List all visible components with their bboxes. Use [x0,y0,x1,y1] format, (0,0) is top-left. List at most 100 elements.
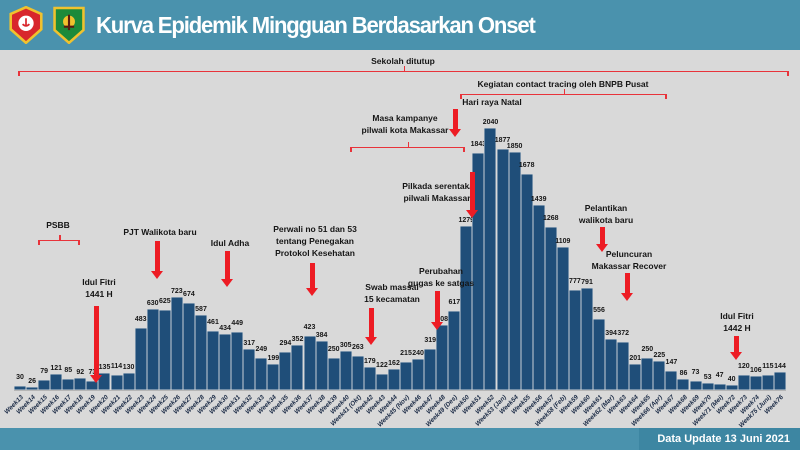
brace-contact-tracing [460,89,667,101]
bar-week16 [50,374,63,390]
annotation-pjt-walikota: PJT Walikota baru [123,226,196,238]
annotation-text: Swab massal [365,282,419,292]
bar-week60 [580,288,593,390]
arrow-pilkada-icon [466,172,479,218]
annotation-text: Perubahan [419,266,463,276]
bar-value-label: 106 [749,367,762,375]
bar-week25 [158,309,171,390]
arrow-perubahan-gugas-icon [431,291,444,330]
bar-week74 [749,376,762,390]
bar-value-label: 483 [134,315,147,323]
bar-value-label: 47 [715,372,724,379]
bar-value-label: 461 [207,318,219,326]
bar-value-label: 1279 [458,216,475,224]
annotation-text: Hari raya Natal [462,97,522,107]
annotation-idul-fitri-1441: Idul Fitri 1441 H [82,276,116,300]
annotation-text: PSBB [46,220,70,230]
bar-week42 [363,367,376,390]
annotation-text: pilwali kota Makassar [361,125,449,135]
bar-value-label: 26 [28,377,36,385]
bar-week64 [629,364,642,390]
arrow-makassar-recover-icon [621,273,634,301]
annotation-text: walikota baru [578,215,634,225]
bar-value-label: 120 [737,362,750,370]
bar-value-label: 92 [76,369,85,377]
bar-week73 [737,374,750,390]
bar-week62 [605,339,618,390]
bar-value-label: 249 [255,346,268,353]
bar-week41 [351,356,364,390]
annotation-text: pilwali Makassar [403,193,471,203]
bar-week65 [641,357,654,390]
bar-value-label: 630 [146,300,159,307]
bar-week23 [134,327,147,390]
brace-masa-kampanye [350,142,465,154]
bar-week28 [194,314,207,390]
annotation-text: Pilkada serentak/ [402,181,472,191]
bar-week76 [773,371,786,390]
annotation-text: Masa kampanye [372,113,438,123]
annotation-text: Idul Fitri [720,311,754,321]
data-update-badge: Data Update 13 Juni 2021 [639,428,800,450]
annotation-text: Protokol Kesehatan [275,248,355,258]
bar-value-label: 352 [291,335,304,343]
annotation-contact-tracing: Kegiatan contact tracing oleh BNPB Pusat [478,78,649,90]
annotation-idul-fitri-1442: Idul Fitri 1442 H [720,310,754,334]
bar-value-label: 79 [40,367,49,375]
bar-value-label: 372 [617,330,630,338]
arrow-swab-massal-icon [365,308,378,345]
bar-value-label: 115 [762,363,774,371]
bar-value-label: 53 [703,374,712,382]
bar-week24 [146,309,159,390]
annotation-text: 1441 H [85,289,113,299]
bar-value-label: 250 [327,345,340,353]
annotation-perwali: Perwali no 51 dan 53 tentang Penegakan P… [273,223,357,259]
arrow-pjt-walikota-icon [151,241,164,279]
x-axis-line [14,390,786,391]
bar-value-label: 147 [665,359,678,367]
bar-value-label: 135 [98,363,111,371]
bar-week31 [231,332,244,390]
annotation-text: 15 kecamatan [364,294,420,304]
bar-week53 [496,148,509,390]
bar-week75 [761,375,774,390]
bar-value-label: 1109 [555,238,571,246]
annotation-text: Pelantikan [584,203,628,213]
bar-week71 [713,384,726,390]
arrow-natal-icon [449,109,462,137]
annotation-text: PJT Walikota baru [123,227,197,237]
bar-value-label: 73 [88,368,97,376]
bar-value-label: 162 [388,360,400,368]
bar-value-label: 263 [351,344,364,352]
bar-week13 [14,386,27,390]
bar-week67 [665,371,678,390]
bar-week26 [170,297,183,390]
annotation-text: Sekolah ditutup [371,56,435,66]
bar-week44 [387,369,400,390]
bar-value-label: 130 [122,364,135,372]
annotation-text: Peluncuran [605,249,653,259]
bar-chart-canvas: 30 Week13 26 Week14 79 Week15 121 Week16 85 Week1… [3,119,786,429]
bar-value-label: 508 [436,315,449,323]
bar-week30 [219,334,232,390]
brace-psbb [38,235,80,247]
bar-value-label: 394 [605,330,617,338]
bar-value-label: 1843 [470,141,487,148]
bar-value-label: 777 [569,278,581,286]
annotation-pilkada: Pilkada serentak/ pilwali Makassar [402,180,471,204]
arrow-idul-fitri-1442-icon [730,336,743,360]
bar-week33 [255,358,268,390]
makassar-city-logo-icon [9,6,43,44]
annotation-text: Kegiatan contact tracing oleh BNPB Pusat [477,79,649,89]
annotation-psbb: PSBB [46,219,70,231]
page-title: Kurva Epidemik Mingguan Berdasarkan Onse… [96,11,536,38]
bar-week55 [520,174,533,390]
arrow-idul-fitri-1441-icon [90,306,103,383]
bar-week18 [74,378,87,390]
bar-week66 [653,361,666,390]
annotation-idul-adha: Idul Adha [211,237,249,249]
bar-week52 [484,127,497,390]
annotation-perubahan-gugas: Perubahan gugas ke satgas [408,265,474,289]
bar-week43 [375,374,388,390]
